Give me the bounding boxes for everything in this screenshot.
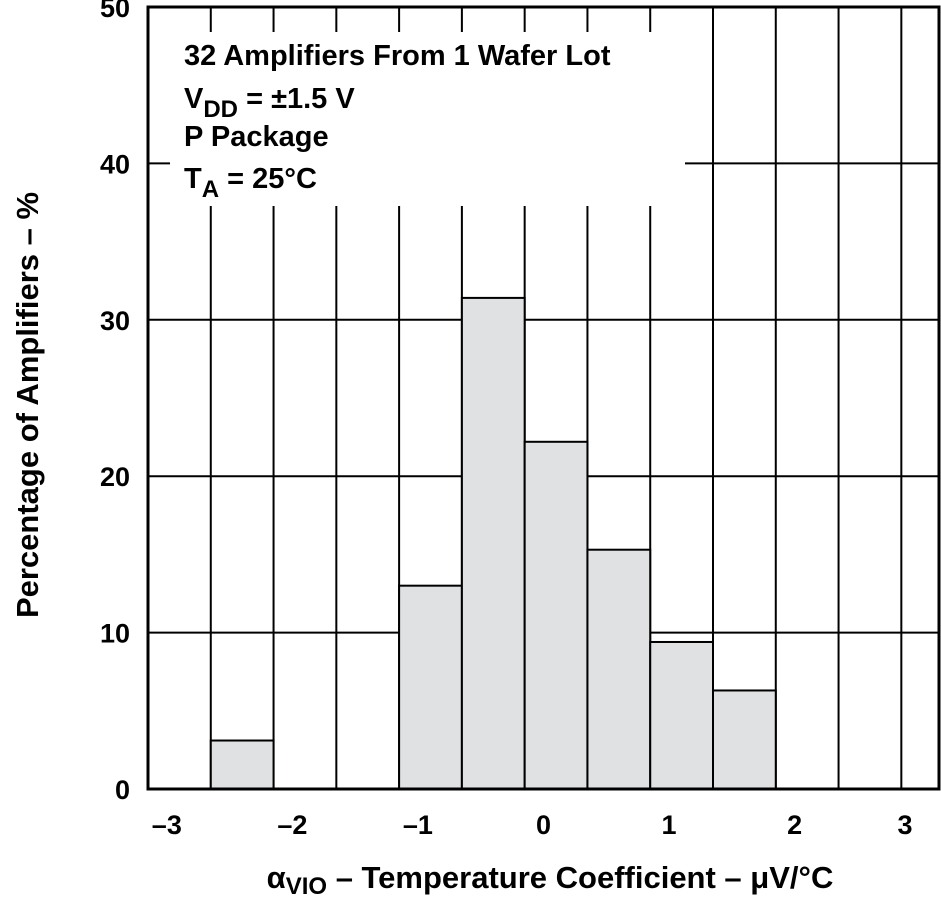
vdd-symbol: V (184, 83, 204, 115)
x-tick-label: 2 (787, 810, 802, 840)
annotation-block: 32 Amplifiers From 1 Wafer Lot VDD = ±1.… (184, 40, 611, 203)
histogram-bar (398, 584, 463, 790)
ta-symbol: T (184, 163, 202, 195)
y-tick-label: 30 (100, 306, 130, 336)
y-tick-label: 50 (100, 0, 130, 23)
annotation-line-amplifiers: 32 Amplifiers From 1 Wafer Lot (184, 40, 611, 72)
ta-subscript: A (202, 176, 219, 203)
plot-frame (146, 5, 941, 791)
y-tick-labels: 0 10 20 30 40 50 (100, 0, 130, 805)
histogram-bars (209, 296, 777, 791)
histogram-bar (460, 296, 526, 790)
x-tick-label: –3 (152, 810, 182, 840)
histogram-bar (586, 548, 652, 791)
y-tick-label: 10 (100, 619, 130, 649)
x-axis-title: αVIO – Temperature Coefficient – μV/°C (267, 860, 834, 898)
y-tick-label: 20 (100, 462, 130, 492)
x-tick-label: 0 (536, 810, 551, 840)
annotation-box (170, 32, 685, 206)
ta-value: = 25°C (219, 163, 317, 195)
histogram-bar (712, 689, 777, 791)
alpha-symbol: α (267, 860, 286, 895)
histogram-bar (209, 739, 275, 790)
vdd-subscript: DD (203, 96, 238, 123)
x-tick-label: –2 (277, 810, 307, 840)
y-axis-title: Percentage of Amplifiers – % (10, 192, 45, 618)
x-tick-label: 1 (662, 810, 677, 840)
annotation-line-ta: TA = 25°C (184, 163, 317, 203)
y-tick-label: 40 (100, 149, 130, 179)
histogram-bar (523, 440, 589, 790)
x-tick-label: –1 (403, 810, 433, 840)
annotation-line-package: P Package (184, 121, 329, 153)
y-tick-label: 0 (115, 775, 130, 805)
x-tick-label: 3 (897, 810, 912, 840)
vdd-value: = ±1.5 V (238, 83, 355, 115)
x-axis-title-rest: – Temperature Coefficient – μV/°C (327, 860, 833, 895)
annotation-line-vdd: VDD = ±1.5 V (184, 83, 355, 123)
histogram-bar (649, 640, 715, 791)
x-tick-labels: –3 –2 –1 0 1 2 3 (152, 810, 913, 840)
vio-subscript: VIO (286, 873, 327, 898)
